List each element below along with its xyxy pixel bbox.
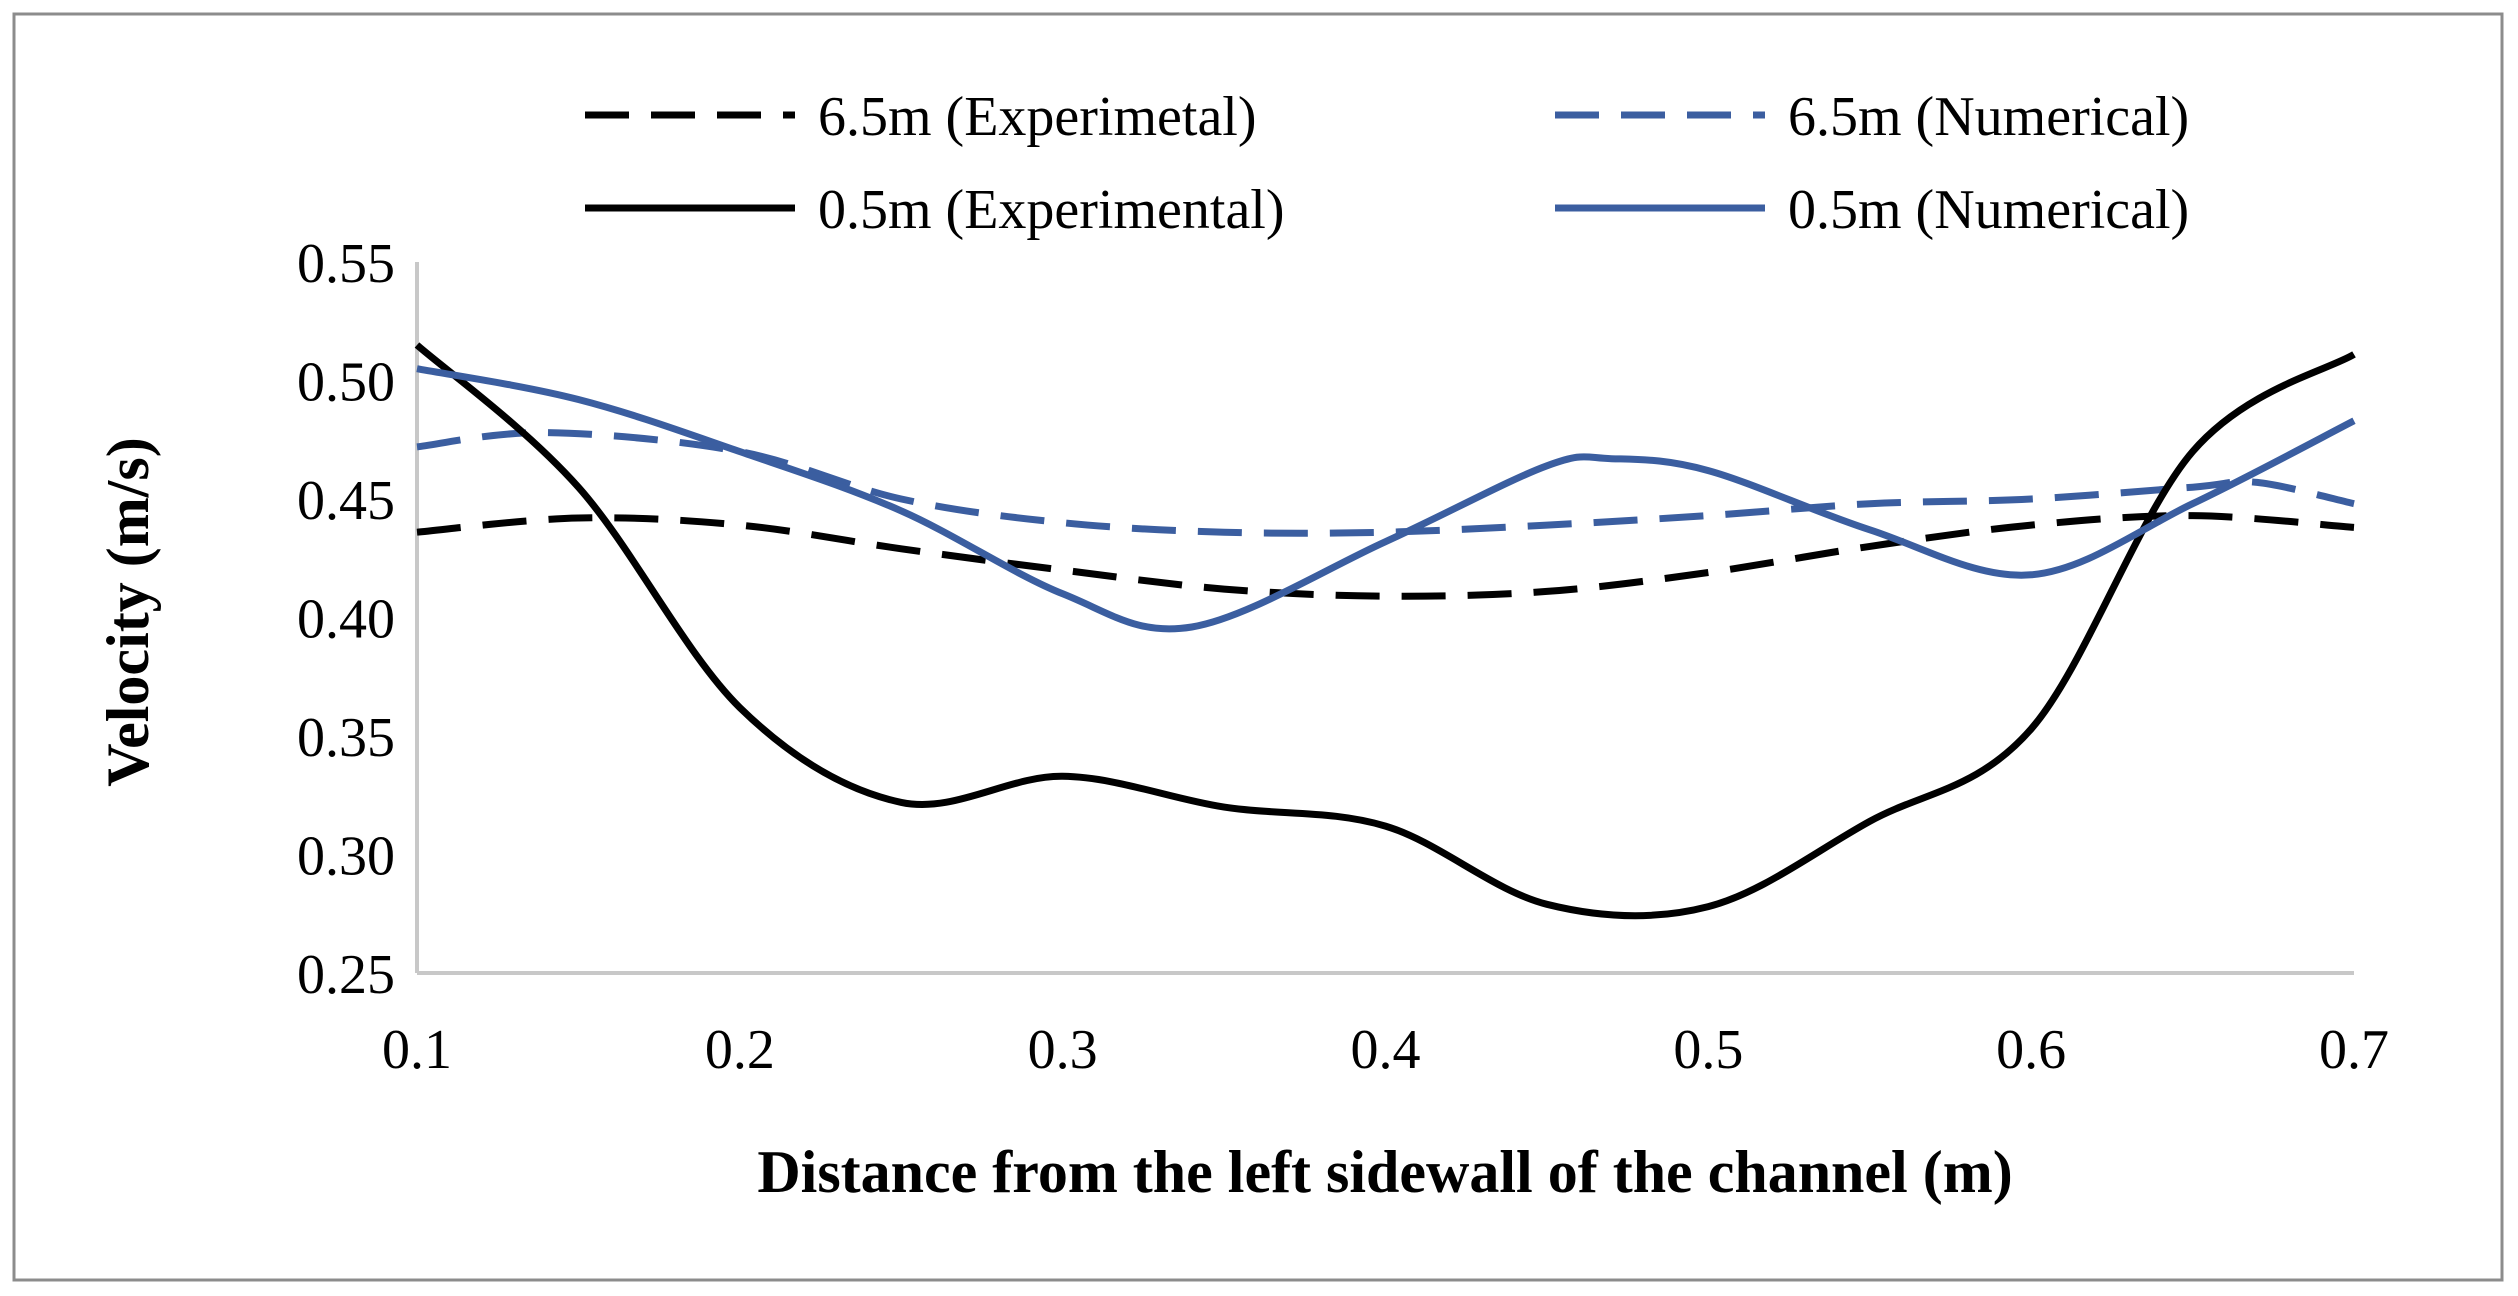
- y-tick-labels: 0.25 0.30 0.35 0.40 0.45 0.50 0.55: [297, 233, 395, 1006]
- series-line-6-5m-experimental: [416, 512, 2355, 600]
- series-line-0-5m-numerical: [416, 365, 2356, 633]
- y-tick-label: 0.40: [297, 589, 395, 651]
- y-tick-label: 0.50: [297, 352, 395, 414]
- x-tick-label: 0.3: [1028, 1019, 1098, 1081]
- plot-series: [414, 342, 2356, 920]
- y-tick-label: 0.45: [297, 470, 395, 532]
- x-tick-label: 0.1: [382, 1019, 452, 1081]
- legend-label-6-5m-experimental: 6.5m (Experimetal): [818, 86, 1257, 148]
- chart-frame: [12, 12, 2504, 1282]
- x-tick-label: 0.4: [1351, 1019, 1421, 1081]
- legend: 6.5m (Experimetal) 6.5m (Numerical) 0.5m…: [585, 86, 2189, 241]
- x-tick-label: 0.7: [2319, 1019, 2389, 1081]
- legend-label-0-5m-experimental: 0.5m (Experimental): [818, 179, 1285, 241]
- x-tick-labels: 0.1 0.2 0.3 0.4 0.5 0.6 0.7: [382, 1019, 2389, 1081]
- y-axis-title: Velocity (m/s): [95, 437, 161, 786]
- series-line-0-5m-experimental: [414, 342, 2356, 920]
- x-tick-label: 0.2: [705, 1019, 775, 1081]
- x-tick-label: 0.6: [1996, 1019, 2066, 1081]
- y-tick-label: 0.30: [297, 826, 395, 888]
- y-tick-label: 0.35: [297, 707, 395, 769]
- legend-label-0-5m-numerical: 0.5m (Numerical): [1788, 179, 2189, 241]
- x-tick-label: 0.5: [1673, 1019, 1743, 1081]
- x-axis-title: Distance from the left sidewall of the c…: [757, 1139, 2012, 1205]
- legend-label-6-5m-numerical: 6.5m (Numerical): [1788, 86, 2189, 148]
- y-tick-label: 0.25: [297, 944, 395, 1006]
- y-tick-label: 0.55: [297, 233, 395, 295]
